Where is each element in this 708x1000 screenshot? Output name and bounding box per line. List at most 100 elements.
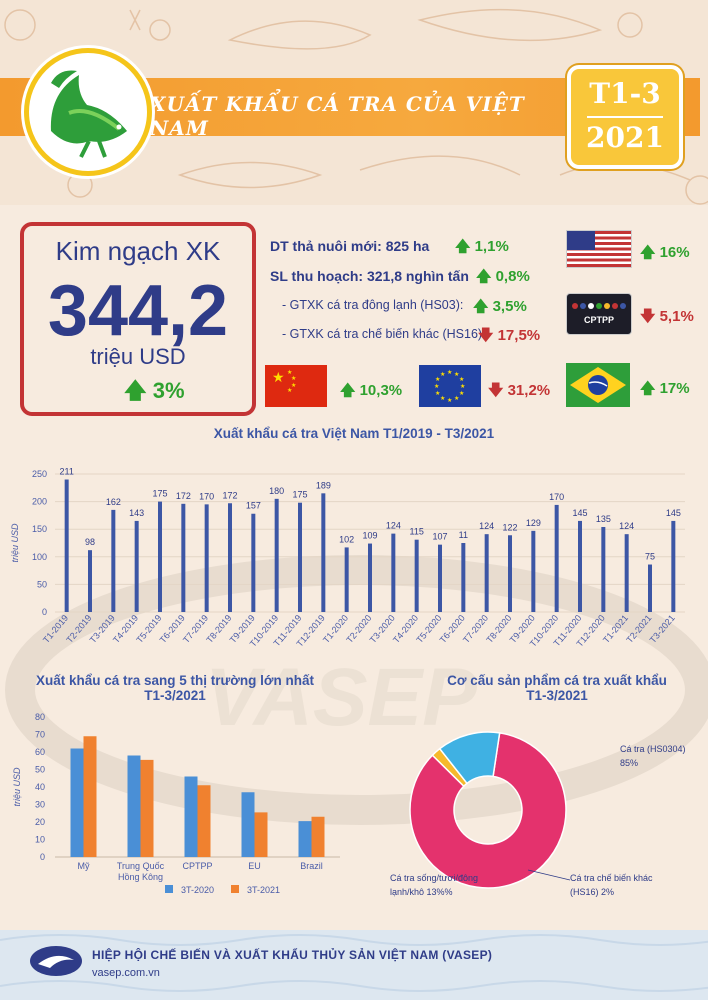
bar [274,498,279,612]
brazil-flag-icon [566,363,630,407]
export-value-change-text: 3% [152,378,185,403]
bar [531,530,536,612]
data-label: 172 [176,491,191,501]
x-tick-label: Hồng Kông [118,872,163,882]
slice-label: Cá tra (HS0304) [620,744,686,754]
stat-area-change: 🡅 1,1% [455,238,509,255]
svg-text:★: ★ [435,390,440,397]
footer-url: vasep.com.vn [92,967,160,979]
data-label: 124 [479,521,494,531]
svg-text:★: ★ [447,369,452,376]
monthly-chart-title: Xuất khẩu cá tra Việt Nam T1/2019 - T3/2… [213,426,495,441]
bar [508,535,512,612]
vasep-logo-icon [30,946,82,976]
structure-chart-title: Cơ cấu sản phẩm cá tra xuất khẩu T1-3/20… [412,673,702,703]
footer [0,930,708,1000]
data-label: 145 [666,508,681,518]
svg-text:★: ★ [454,371,459,378]
x-tick-label: Mỹ [78,861,90,871]
svg-text:★: ★ [447,397,452,404]
stat-harvest-change: 🡅 0,8% [476,268,530,285]
export-value-card: Kim ngạch XK 344,2 triệu USD 🡅 3% [20,222,256,416]
bar [368,543,372,612]
arrow-down-icon: 🡇 [640,308,656,325]
slice-label: Cá tra sống/tươi/đông [390,873,478,883]
eu-change: 🡇 31,2% [488,382,551,399]
stat-area-label: DT thả nuôi mới: 825 ha [270,238,430,254]
arrow-up-icon: 🡅 [640,244,656,261]
data-label: 102 [339,534,354,544]
stat-processed-label: - GTXK cá tra chế biến khác (HS16): [282,327,486,341]
bar [438,544,442,612]
bar [181,503,186,612]
export-value-unit: triệu USD [90,344,186,369]
y-tick-label: 50 [37,579,47,589]
bar-3T-2021 [83,736,97,857]
data-label: 180 [269,486,284,496]
bar-3T-2020 [127,755,141,857]
period-badge: T1-3 2021 [567,65,683,169]
y-tick-label: 0 [40,852,45,862]
stat-area: DT thả nuôi mới: 825 ha [270,238,429,254]
bar-3T-2020 [70,748,84,857]
bar [484,534,489,612]
stat-processed: - GTXK cá tra chế biến khác (HS16): [282,327,486,341]
svg-text:★: ★ [440,395,445,402]
bar-3T-2021 [254,812,268,857]
bar [321,493,326,612]
svg-text:★: ★ [291,375,296,382]
arrow-down-icon: 🡇 [478,327,494,344]
bar [204,504,209,612]
footer-org-name: HIỆP HỘI CHẾ BIẾN VÀ XUẤT KHẨU THỦY SẢN … [92,948,493,962]
stat-frozen-label: - GTXK cá tra đông lạnh (HS03): [282,298,464,312]
bar [601,526,606,612]
bar [111,509,116,612]
arrow-up-icon: 🡅 [476,268,492,285]
usa-change: 🡅 16% [640,244,690,261]
export-value-number: 344,2 [47,271,229,351]
bar [158,501,162,612]
arrow-down-icon: 🡇 [488,382,504,399]
data-label: 129 [526,518,541,528]
arrow-up-icon: 🡅 [124,378,147,403]
bar [88,550,92,612]
data-label: 157 [246,501,261,511]
eu-flag-icon: ★ ★ ★ ★ ★ ★ ★ ★ ★ ★ ★ ★ [419,365,481,407]
markets-chart-title: Xuất khẩu cá tra sang 5 thị trường lớn n… [10,673,340,703]
data-label: 122 [502,522,517,532]
bar [578,520,582,612]
data-label: 175 [152,489,167,499]
data-label: 109 [362,531,377,541]
bar [554,504,559,612]
legend-swatch [165,885,173,893]
bar-3T-2021 [311,816,325,857]
slice-label: 85% [620,758,638,768]
bar-3T-2020 [241,792,255,857]
svg-text:★: ★ [454,395,459,402]
data-label: 98 [85,537,95,547]
x-tick-label: EU [248,861,261,871]
svg-text:★: ★ [440,371,445,378]
y-tick-label: 150 [32,524,47,534]
page-title: XUẤT KHẨU CÁ TRA CỦA VIỆT NAM [150,92,525,140]
svg-text:★: ★ [287,369,292,376]
bar-3T-2020 [298,821,312,857]
bar [134,520,139,612]
arrow-up-icon: 🡅 [455,238,471,255]
data-label: 124 [386,521,401,531]
bar [64,479,69,612]
data-label: 172 [222,490,237,500]
top-markets-chart: 0 10 20 30 40 50 60 70 80 triệu USD Mỹ Trung QuốcHồ… [12,712,340,895]
arrow-up-icon: 🡅 [340,382,356,399]
legend-label: 3T-2021 [247,885,280,895]
bar [344,547,349,612]
export-value-title: Kim ngạch XK [55,236,221,266]
export-value-change: 🡅 3% [124,374,185,412]
seafood-sketch-pattern [4,8,708,205]
stat-harvest-label: SL thu hoạch: 321,8 nghìn tấn [270,268,469,284]
slice-label: (HS16) 2% [570,887,614,897]
data-label: 75 [645,552,655,562]
markets-chart-title-line1: Xuất khẩu cá tra sang 5 thị trường lớn n… [35,673,314,688]
x-tick-label: CPTPP [182,861,212,871]
